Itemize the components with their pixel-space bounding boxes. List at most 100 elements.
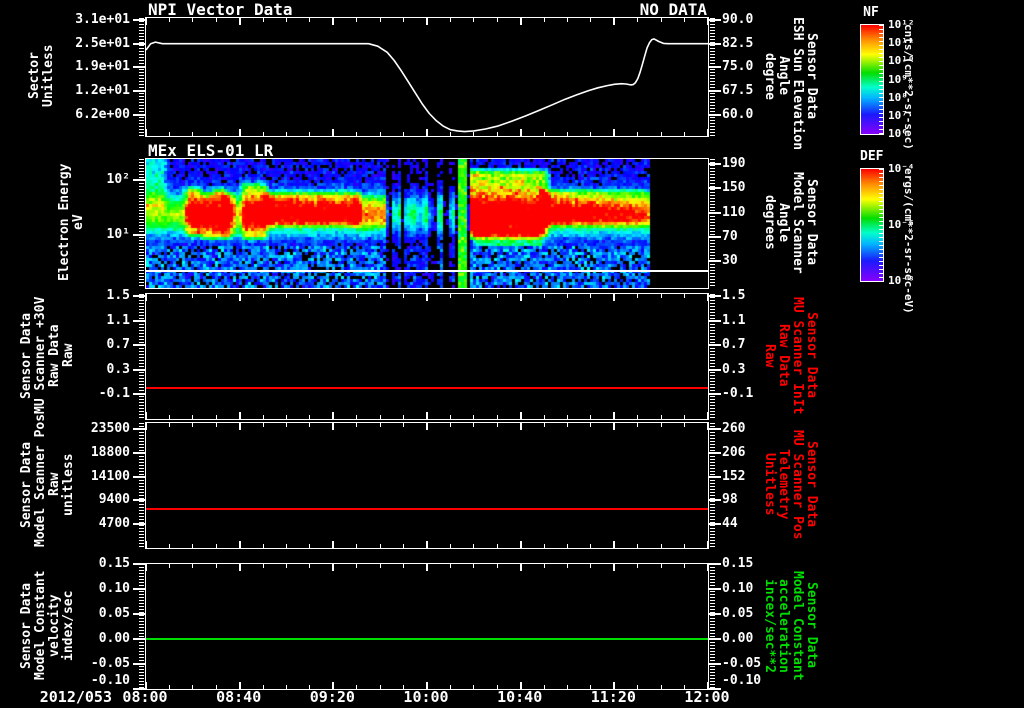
x-minor-tick	[496, 415, 498, 419]
x-major-tick	[145, 564, 147, 571]
y-major-tick-right	[709, 638, 721, 640]
x-minor-tick	[684, 415, 686, 419]
x-minor-tick	[496, 18, 498, 22]
x-major-tick	[613, 423, 616, 430]
x-major-tick	[238, 423, 241, 430]
x-minor-tick	[286, 415, 287, 419]
y-tick-label-right: 0.00	[722, 631, 754, 646]
x-minor-tick	[449, 132, 451, 136]
y-tick-label-left: 0.05	[98, 606, 130, 621]
y-minor-ticks-left	[139, 159, 144, 288]
x-major-tick	[332, 18, 335, 25]
y-tick-label-right: 75.0	[722, 59, 754, 75]
y-major-tick-left	[133, 295, 145, 298]
x-major-tick	[145, 412, 147, 419]
x-minor-tick	[567, 544, 568, 548]
axis-title-line: Sensor Data	[804, 582, 819, 669]
date-label: 2012/053	[39, 688, 112, 706]
y-minor-ticks-right	[710, 294, 715, 419]
axis-title-line: Model Scanner	[790, 171, 805, 274]
axis-title-line: Raw Data	[776, 324, 791, 387]
y-tick-label-right: -0.05	[722, 656, 762, 671]
x-minor-tick	[660, 423, 662, 427]
x-minor-tick	[684, 544, 686, 548]
axis-title-line: unitless	[61, 453, 76, 516]
x-minor-tick	[473, 423, 475, 427]
x-major-tick	[426, 412, 428, 419]
y-tick-label-right: -0.1	[722, 386, 754, 402]
x-tick-label: 10:40	[497, 688, 543, 706]
x-minor-tick	[590, 294, 592, 298]
x-minor-tick	[379, 18, 381, 22]
x-minor-tick	[356, 423, 358, 427]
y-tick-label-left: 10¹	[106, 227, 130, 243]
y-major-tick-right	[709, 428, 721, 431]
x-major-tick	[613, 541, 616, 548]
x-minor-tick	[473, 132, 475, 136]
x-major-tick	[707, 423, 709, 430]
x-minor-tick	[262, 564, 264, 568]
x-minor-tick	[590, 18, 592, 22]
y-tick-label-left: 23500	[90, 421, 130, 437]
x-minor-tick	[379, 544, 381, 548]
y-major-tick-left	[133, 663, 145, 665]
colorbar-units: cnts/(cm**2-sr-sec)	[902, 24, 915, 150]
y-tick-label-left: 4700	[98, 516, 130, 532]
y-tick-label-left: 0.00	[98, 631, 130, 646]
x-major-tick	[707, 18, 709, 25]
axis-title-line: Sensor Data	[804, 441, 819, 528]
x-major-tick	[426, 18, 428, 25]
x-minor-tick	[590, 564, 592, 568]
x-minor-tick	[660, 544, 662, 548]
x-major-tick	[238, 541, 241, 548]
axis-title-line: Unitless	[41, 44, 56, 108]
left-axis-title-panel1: Sector Unitless	[27, 17, 60, 135]
x-minor-tick	[356, 544, 358, 548]
constant-value-line	[146, 387, 708, 390]
x-minor-tick	[379, 415, 381, 419]
y-tick-label-right: 152	[722, 468, 746, 484]
x-minor-tick	[567, 132, 568, 136]
axis-title-line: Angle	[776, 56, 791, 96]
y-major-tick-left	[133, 499, 145, 502]
y-major-tick-left	[133, 451, 145, 454]
x-minor-tick	[684, 294, 686, 298]
y-major-tick-right	[709, 260, 721, 263]
y-major-tick-right	[709, 42, 721, 45]
x-minor-tick	[473, 294, 475, 298]
axis-title-line: Sensor Data	[19, 441, 34, 528]
y-major-tick-right	[709, 393, 721, 396]
y-major-tick-left	[133, 114, 145, 117]
y-tick-label-right: 190	[722, 155, 746, 171]
x-minor-tick	[637, 132, 639, 136]
colorbar-tick-label: 10⁹	[888, 72, 908, 86]
colorbar-tick-label: 10¹⁰	[888, 54, 915, 68]
x-minor-tick	[192, 415, 194, 419]
x-minor-tick	[192, 294, 194, 298]
x-major-tick	[145, 294, 147, 301]
x-minor-tick	[286, 132, 287, 136]
y-tick-label-left: 2.5e+01	[75, 35, 130, 51]
x-minor-tick	[192, 423, 194, 427]
x-minor-tick	[637, 564, 639, 568]
right-axis-title-panel1: Sensor Data ESH Sun Elevation Angle degree	[758, 17, 819, 150]
x-minor-tick	[543, 415, 545, 419]
x-minor-tick	[403, 544, 405, 548]
x-minor-tick	[379, 685, 381, 689]
x-minor-tick	[543, 564, 545, 568]
x-minor-tick	[496, 423, 498, 427]
axis-title-line: Model Constant	[33, 570, 48, 681]
x-minor-tick	[192, 685, 194, 689]
x-major-tick	[426, 129, 428, 136]
panel-4: 23500 18800 14100 9400 4700 260 206 152 98 44	[91, 421, 745, 549]
y-major-tick-left	[133, 319, 145, 322]
x-major-tick	[238, 682, 241, 689]
x-minor-tick	[286, 685, 287, 689]
colorbar-title-def: DEF	[860, 149, 884, 164]
axis-title-line: Sensor Data	[804, 312, 819, 399]
x-minor-tick	[403, 294, 405, 298]
y-minor-ticks-right	[710, 423, 715, 548]
axis-title-line: Unitless	[762, 453, 777, 516]
colorbar-tick-label: 10¹¹	[888, 36, 915, 50]
x-minor-tick	[168, 415, 170, 419]
